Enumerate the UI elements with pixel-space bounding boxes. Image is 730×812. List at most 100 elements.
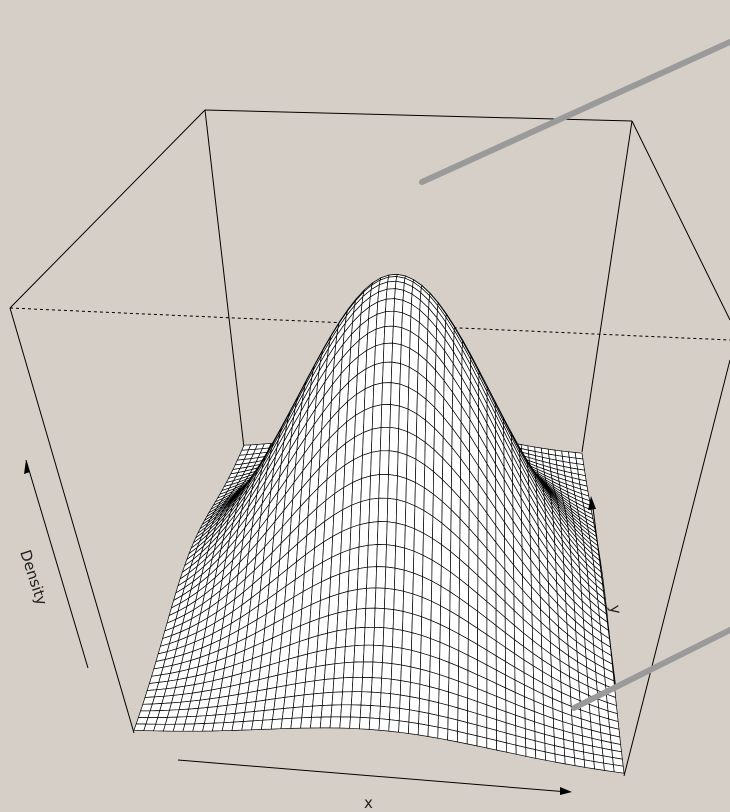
mesh-cell [365,587,377,609]
mesh-cell [367,544,378,568]
mesh-cell [338,570,350,595]
mesh-cell [307,635,319,655]
mesh-cell [340,527,352,554]
mesh-cell [274,685,287,700]
mesh-cell [339,549,351,575]
mesh-cell [388,450,399,477]
mesh-cell [429,671,440,690]
x-axis-arrow-head [560,787,572,795]
mesh-cell [363,626,375,646]
mesh-cell [391,342,402,365]
box-edge-back-right-vertical [581,120,633,453]
mesh-cell [319,716,332,729]
mesh-cell [413,550,424,578]
mesh-cell [386,521,397,547]
mesh-cell [389,706,401,722]
mesh-cell [372,382,383,408]
mesh-cell [406,454,417,484]
mesh-cell [354,627,366,647]
mesh-cell [391,646,403,666]
mesh-cell [315,649,327,668]
mesh-cell [420,652,431,673]
mesh-cell [360,475,371,503]
mesh-cell [351,677,363,693]
mesh-cell [231,721,244,731]
mesh-cell [363,644,374,663]
mesh-cell [396,475,407,503]
mesh-cell [336,610,348,632]
mesh-cell [390,382,401,407]
mesh-cell [362,661,374,678]
mesh-cell [603,762,615,773]
mesh-cell [379,426,391,452]
mesh-cell [371,677,383,694]
mesh-cell [361,451,372,479]
mesh-cell [254,699,267,712]
mesh-cell [348,546,360,572]
mesh-cell [420,616,432,640]
y-axis-arrow-line [591,499,617,691]
plot-box-back [9,109,730,449]
mesh-cell [515,744,527,757]
mesh-cell [273,696,286,710]
mesh-cell [362,428,373,456]
mesh-cell [564,755,576,767]
mesh-cell [316,632,328,653]
mesh-cell [402,590,414,615]
mesh-cell [386,280,397,290]
mesh-cell [291,706,304,719]
mesh-cell [412,572,423,598]
mesh-cell [419,668,431,688]
box-edge-back-vertical [204,109,245,449]
mesh-cell [344,627,356,647]
mesh-cell [350,501,362,529]
peak-pointer-line [419,39,730,185]
mesh-cell [384,566,396,590]
mesh-cell [386,497,398,524]
mesh-cell [313,679,325,695]
mesh-cell [353,644,365,663]
mesh-cell [326,630,338,651]
mesh-cell [389,693,401,709]
mesh-cell [310,716,322,729]
mesh-cell [378,718,390,732]
mesh-cell [437,715,449,730]
mesh-cell [447,728,458,743]
mesh-cell [389,404,400,430]
mesh-cell [360,691,372,706]
mesh-cell [328,593,340,616]
box-edge-top-right [631,120,730,321]
mesh-cell [364,607,376,628]
mesh-cell [574,757,586,768]
mesh-cell [593,761,605,771]
mesh-cell [403,569,414,595]
mesh-cell [366,566,377,589]
mesh-cell [368,717,381,731]
mesh-cell [371,404,383,430]
y-axis-label: y [606,604,625,616]
mesh-cell [370,450,381,477]
mesh-cell [419,683,430,701]
mesh-cell [380,677,392,695]
mesh-cell [418,711,430,726]
mesh-cell [400,344,411,368]
mesh-cell [379,450,390,475]
mesh-cell [344,645,356,664]
mesh-cell [410,666,421,685]
mesh-cell [363,384,375,411]
mesh-cell [390,678,402,696]
mesh-cell [294,681,306,697]
mesh-cell [428,712,439,728]
mesh-cell [252,710,265,722]
mesh-cell [376,521,388,546]
mesh-cell [395,522,406,549]
mesh-cell [388,719,400,733]
mesh-cell [421,596,432,621]
density-axis-label: Density [16,548,51,608]
mesh-cell [373,626,385,647]
mesh-cell [370,691,382,707]
mesh-cell [402,610,413,634]
mesh-cell [349,716,361,730]
mesh-cell [334,646,346,665]
mesh-cell [428,686,440,704]
